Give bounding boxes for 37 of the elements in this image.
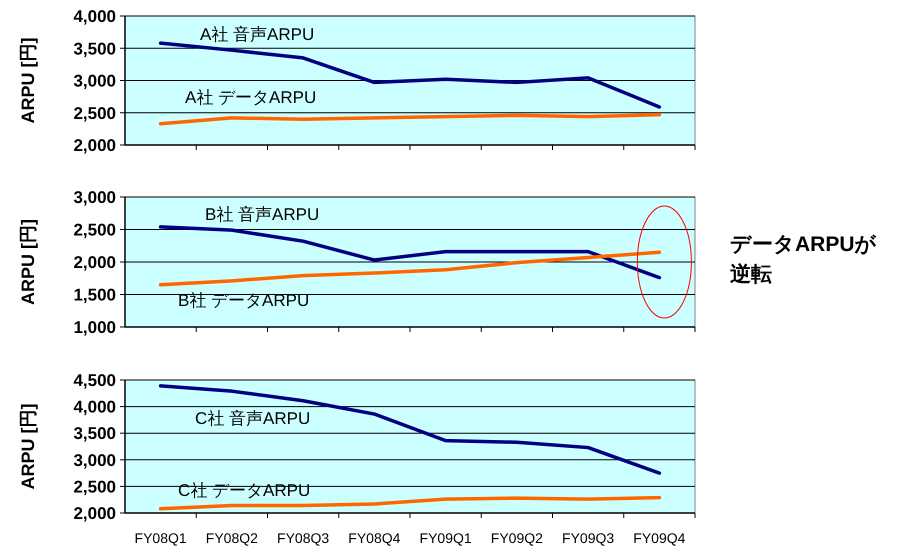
line-series bbox=[158, 250, 662, 286]
x-tick-label: FY09Q2 bbox=[490, 530, 544, 546]
x-tick-label: FY08Q3 bbox=[277, 530, 330, 546]
line-series bbox=[158, 384, 662, 475]
x-tick-label: FY09Q1 bbox=[420, 530, 472, 546]
text: データARPUが逆転 bbox=[730, 232, 878, 288]
x-tick-label: FY09Q4 bbox=[633, 530, 686, 546]
series-label: A社 データARPU bbox=[185, 88, 316, 107]
y-tick-label: 4,000 bbox=[73, 398, 116, 417]
series-label: B社 音声ARPU bbox=[205, 205, 320, 224]
y-tick-label: 3,000 bbox=[73, 450, 116, 470]
y-tick-label: 4,000 bbox=[73, 7, 116, 26]
y-tick-label: 2,500 bbox=[73, 220, 116, 240]
series-label: A社 音声ARPU bbox=[200, 25, 314, 44]
line-series bbox=[158, 41, 662, 109]
y-tick-label: 3,000 bbox=[73, 72, 116, 90]
y-tick-label: 1,000 bbox=[73, 318, 116, 337]
x-tick-label: FY09Q3 bbox=[562, 530, 614, 546]
y-tick-label: 3,000 bbox=[73, 188, 116, 207]
y-axis-title: ARPU [円] bbox=[18, 38, 38, 124]
y-tick-label: 2,000 bbox=[73, 136, 116, 155]
y-tick-label: 3,500 bbox=[73, 424, 116, 444]
y-tick-label: 2,500 bbox=[73, 104, 116, 123]
line-series bbox=[158, 112, 662, 126]
x-tick-label: FY08Q4 bbox=[348, 530, 401, 546]
y-tick-label: 2,500 bbox=[73, 477, 116, 496]
y-tick-label: 4,500 bbox=[73, 371, 116, 390]
x-tick-label: FY08Q1 bbox=[134, 530, 187, 546]
y-axis-title: ARPU [円] bbox=[18, 404, 38, 490]
y-axis-title: ARPU [円] bbox=[18, 219, 38, 305]
y-tick-label: 3,500 bbox=[73, 39, 116, 58]
y-tick-label: 2,000 bbox=[73, 253, 116, 272]
x-tick-label: FY08Q2 bbox=[206, 530, 258, 546]
series-label: C社 音声ARPU bbox=[195, 409, 310, 428]
y-tick-label: 2,000 bbox=[73, 504, 116, 523]
line-series bbox=[158, 225, 662, 280]
y-tick-label: 1,500 bbox=[73, 286, 116, 304]
